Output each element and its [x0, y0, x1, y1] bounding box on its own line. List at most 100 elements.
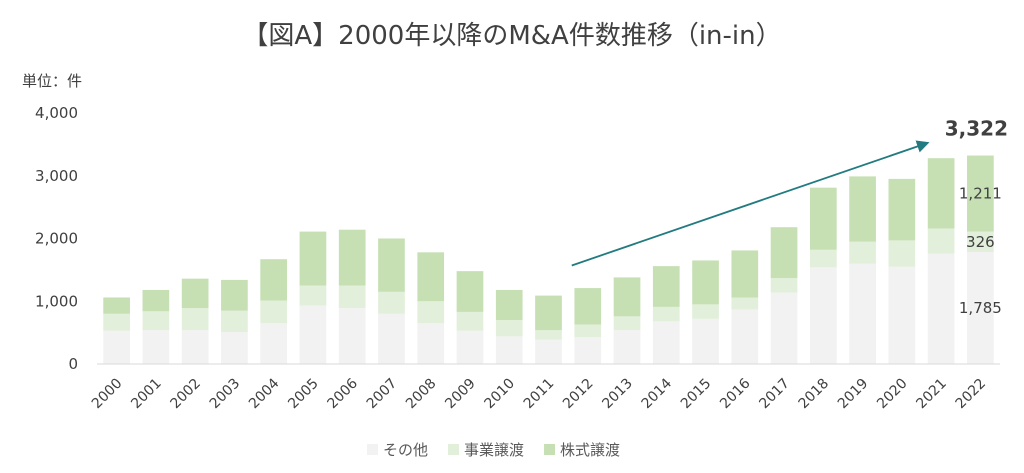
- bar-segment-2001-1: [142, 330, 170, 364]
- bar-segment-2007-3: [378, 238, 405, 292]
- bar-segment-2018-3: [809, 187, 837, 250]
- bar-segment-2003-1: [221, 331, 248, 364]
- trend-arrow: [571, 140, 930, 267]
- bar-segment-2004-3: [260, 259, 288, 301]
- bar-segment-2018-1: [809, 267, 837, 364]
- x-tick-label: 2021: [913, 376, 950, 413]
- bar-segment-2006-2: [338, 285, 366, 309]
- bar-segment-2020-3: [888, 178, 916, 241]
- bar-segment-2008-3: [417, 252, 445, 302]
- legend-swatch: [448, 444, 460, 455]
- bar-segment-2012-1: [574, 337, 602, 364]
- bar-segment-2015-1: [692, 318, 719, 364]
- legend-swatch: [544, 444, 556, 455]
- x-tick-label: 2007: [364, 376, 401, 413]
- bar-segment-2019-2: [849, 241, 876, 264]
- bar-segment-2010-2: [495, 320, 523, 337]
- y-axis: 0 1,000 2,000 3,000 4,000: [35, 104, 78, 373]
- bar-segment-2008-2: [417, 301, 445, 324]
- bar-segment-2022-1: [967, 251, 994, 364]
- bar-segment-2000-3: [103, 297, 130, 314]
- x-tick-label: 2002: [167, 376, 204, 413]
- bar-segment-2015-2: [692, 304, 719, 319]
- x-tick-label: 2004: [246, 375, 283, 412]
- x-tick-label: 2015: [678, 376, 715, 413]
- bar-segment-2018-2: [809, 249, 837, 268]
- x-tick-label: 2018: [796, 376, 833, 413]
- legend-label: 株式譲渡: [560, 441, 620, 459]
- y-tick-label: 1,000: [35, 292, 78, 310]
- chart-title: 【図A】2000年以降のM&A件数推移（in-in）: [242, 21, 781, 51]
- bar-segment-2009-3: [456, 271, 484, 312]
- bar-segment-2005-3: [299, 231, 327, 286]
- bar-segment-2021-3: [927, 158, 955, 229]
- x-tick-label: 2001: [128, 376, 165, 413]
- bar-segment-2000-2: [103, 313, 130, 331]
- bar-segment-2021-1: [927, 253, 955, 364]
- bar-segment-2010-1: [495, 336, 523, 364]
- x-tick-label: 2019: [835, 376, 872, 413]
- annotations: 1,785 326 1,211 3,322: [571, 117, 1008, 317]
- x-tick-label: 2008: [403, 376, 440, 413]
- bar-segment-2011-3: [535, 295, 562, 331]
- x-tick-label: 2011: [521, 376, 558, 413]
- data-label: 1,785: [959, 299, 1002, 317]
- bar-segment-2002-1: [181, 330, 209, 364]
- bar-segment-2016-3: [731, 250, 759, 298]
- y-tick-label: 4,000: [35, 104, 78, 122]
- bar-segment-2012-3: [574, 288, 602, 325]
- bar-segment-2011-1: [535, 339, 562, 364]
- bar-segment-2014-3: [652, 266, 680, 307]
- bar-segment-2013-2: [613, 316, 641, 331]
- bar-segment-2022-3: [967, 155, 994, 232]
- bar-segment-2017-1: [770, 292, 798, 364]
- bar-segment-2016-1: [731, 309, 759, 364]
- bar-segment-2004-2: [260, 300, 288, 324]
- y-tick-label: 3,000: [35, 167, 78, 185]
- bar-segment-2005-1: [299, 305, 327, 364]
- bar-segment-2007-1: [378, 313, 405, 364]
- bar-segment-2006-3: [338, 229, 366, 286]
- y-tick-label: 0: [68, 355, 78, 373]
- bar-segment-2010-3: [495, 289, 523, 321]
- x-tick-label: 2005: [285, 376, 322, 413]
- x-tick-label: 2016: [717, 375, 754, 412]
- bar-segment-2021-2: [927, 228, 955, 254]
- total-label: 3,322: [945, 117, 1008, 141]
- bar-segment-2013-3: [613, 277, 641, 317]
- y-tick-label: 2,000: [35, 230, 78, 248]
- bar-segment-2009-1: [456, 330, 484, 364]
- bar-segment-2017-2: [770, 278, 798, 293]
- bar-segment-2012-2: [574, 324, 602, 338]
- x-tick-label: 2009: [442, 376, 479, 413]
- x-tick-label: 2014: [639, 375, 676, 412]
- bar-segment-2019-1: [849, 263, 876, 364]
- bar-segment-2008-1: [417, 323, 445, 364]
- bar-segment-2006-1: [338, 308, 366, 364]
- bar-segment-2003-3: [221, 279, 248, 311]
- bar-segment-2016-2: [731, 297, 759, 310]
- bar-segment-2013-1: [613, 330, 641, 364]
- bar-segment-2002-2: [181, 308, 209, 331]
- bar-segment-2003-2: [221, 310, 248, 332]
- bar-segment-2011-2: [535, 330, 562, 340]
- x-tick-label: 2022: [953, 376, 990, 413]
- bar-segment-2009-2: [456, 311, 484, 331]
- bar-segment-2020-2: [888, 240, 916, 267]
- data-label: 1,211: [959, 185, 1002, 203]
- legend-swatch: [367, 444, 378, 455]
- bar-segment-2000-1: [103, 330, 130, 364]
- bar-segment-2019-3: [849, 176, 876, 242]
- unit-label: 単位：件: [22, 72, 82, 90]
- x-tick-label: 2010: [482, 376, 519, 413]
- x-tick-label: 2020: [874, 376, 911, 413]
- legend-label: その他: [383, 441, 428, 459]
- x-tick-label: 2012: [560, 376, 597, 413]
- legend-label: 事業譲渡: [464, 441, 524, 459]
- bar-segment-2004-1: [260, 323, 288, 364]
- x-tick-label: 2013: [599, 376, 636, 413]
- bar-segment-2001-2: [142, 311, 170, 331]
- x-tick-label: 2017: [756, 376, 793, 413]
- bar-segment-2005-2: [299, 285, 327, 306]
